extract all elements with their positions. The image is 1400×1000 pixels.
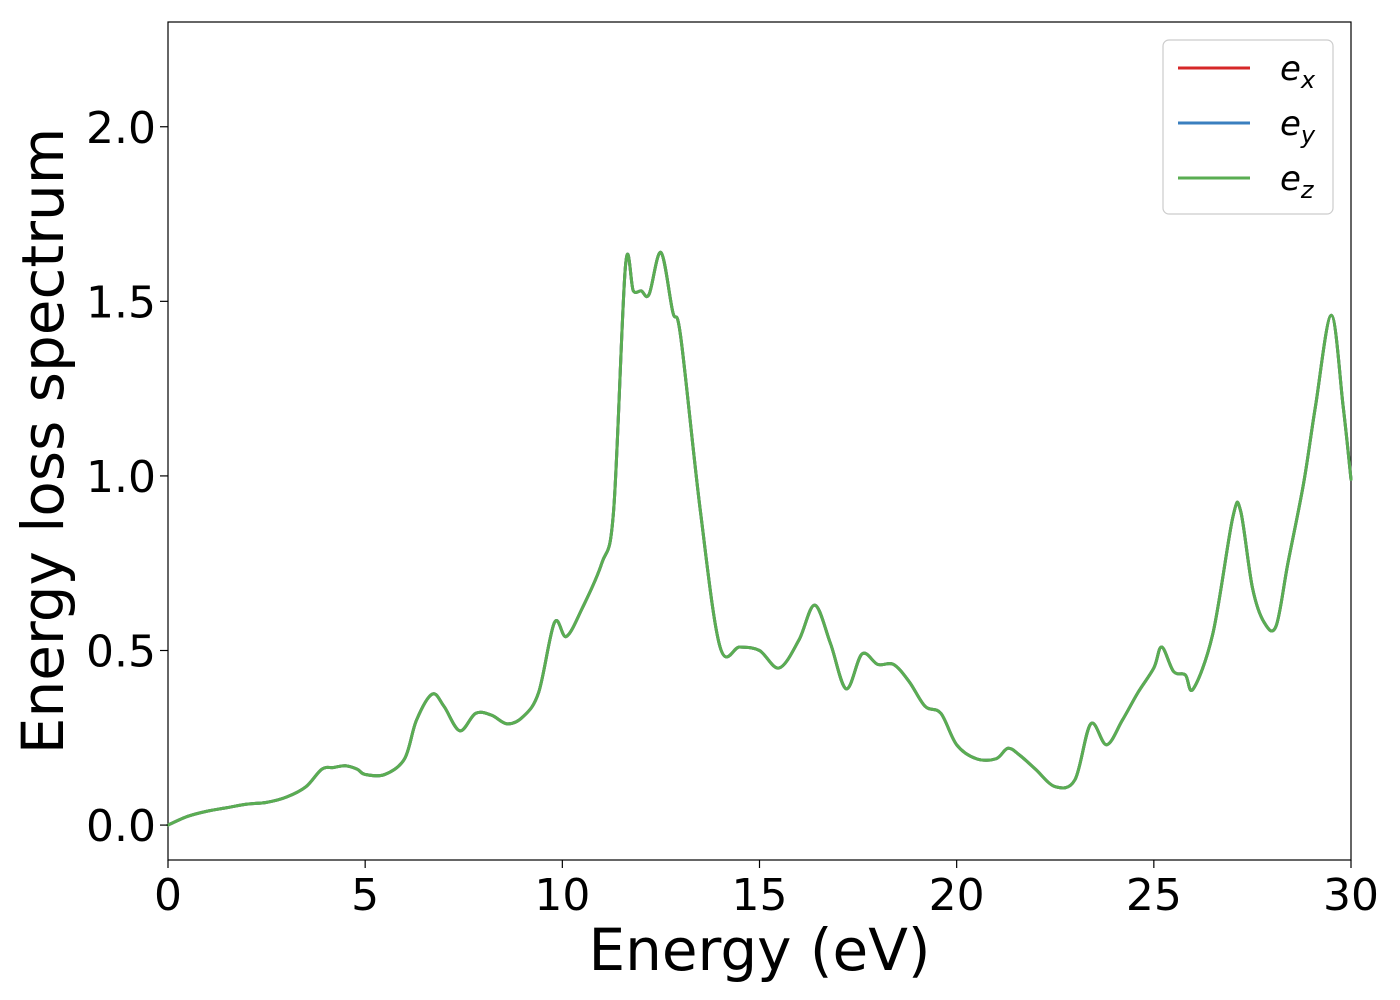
x-tick-label: 0 — [154, 870, 182, 921]
series-line-e-y — [166, 250, 1353, 827]
legend-label-e-x: ex — [1280, 49, 1316, 94]
x-tick-label: 15 — [732, 870, 788, 921]
series-line-e-x — [166, 250, 1353, 827]
y-tick-label: 1.5 — [86, 277, 156, 328]
y-axis-title: Energy loss spectrum — [9, 128, 77, 754]
x-axis-title: Energy (eV) — [588, 916, 930, 984]
series-layer — [166, 250, 1353, 827]
x-tick-label: 20 — [929, 870, 985, 921]
x-tick-label: 30 — [1323, 870, 1379, 921]
y-tick-label: 0.0 — [86, 801, 156, 852]
y-tick-label: 2.0 — [86, 103, 156, 154]
x-tick-label: 5 — [351, 870, 379, 921]
y-tick-label: 1.0 — [86, 452, 156, 503]
y-axis-ticks: 0.0 0.5 1.0 1.5 2.0 — [86, 103, 168, 852]
legend-box — [1162, 39, 1334, 215]
legend-label-e-z: ez — [1280, 159, 1315, 204]
x-tick-label: 10 — [534, 870, 590, 921]
x-tick-label: 25 — [1126, 870, 1182, 921]
series-line-e-z — [166, 250, 1353, 827]
legend-label-e-y: ey — [1280, 104, 1316, 149]
legend: ex ey ez — [1162, 39, 1334, 215]
y-tick-label: 0.5 — [86, 627, 156, 678]
x-axis-ticks: 0 5 10 15 20 25 30 — [154, 860, 1379, 921]
